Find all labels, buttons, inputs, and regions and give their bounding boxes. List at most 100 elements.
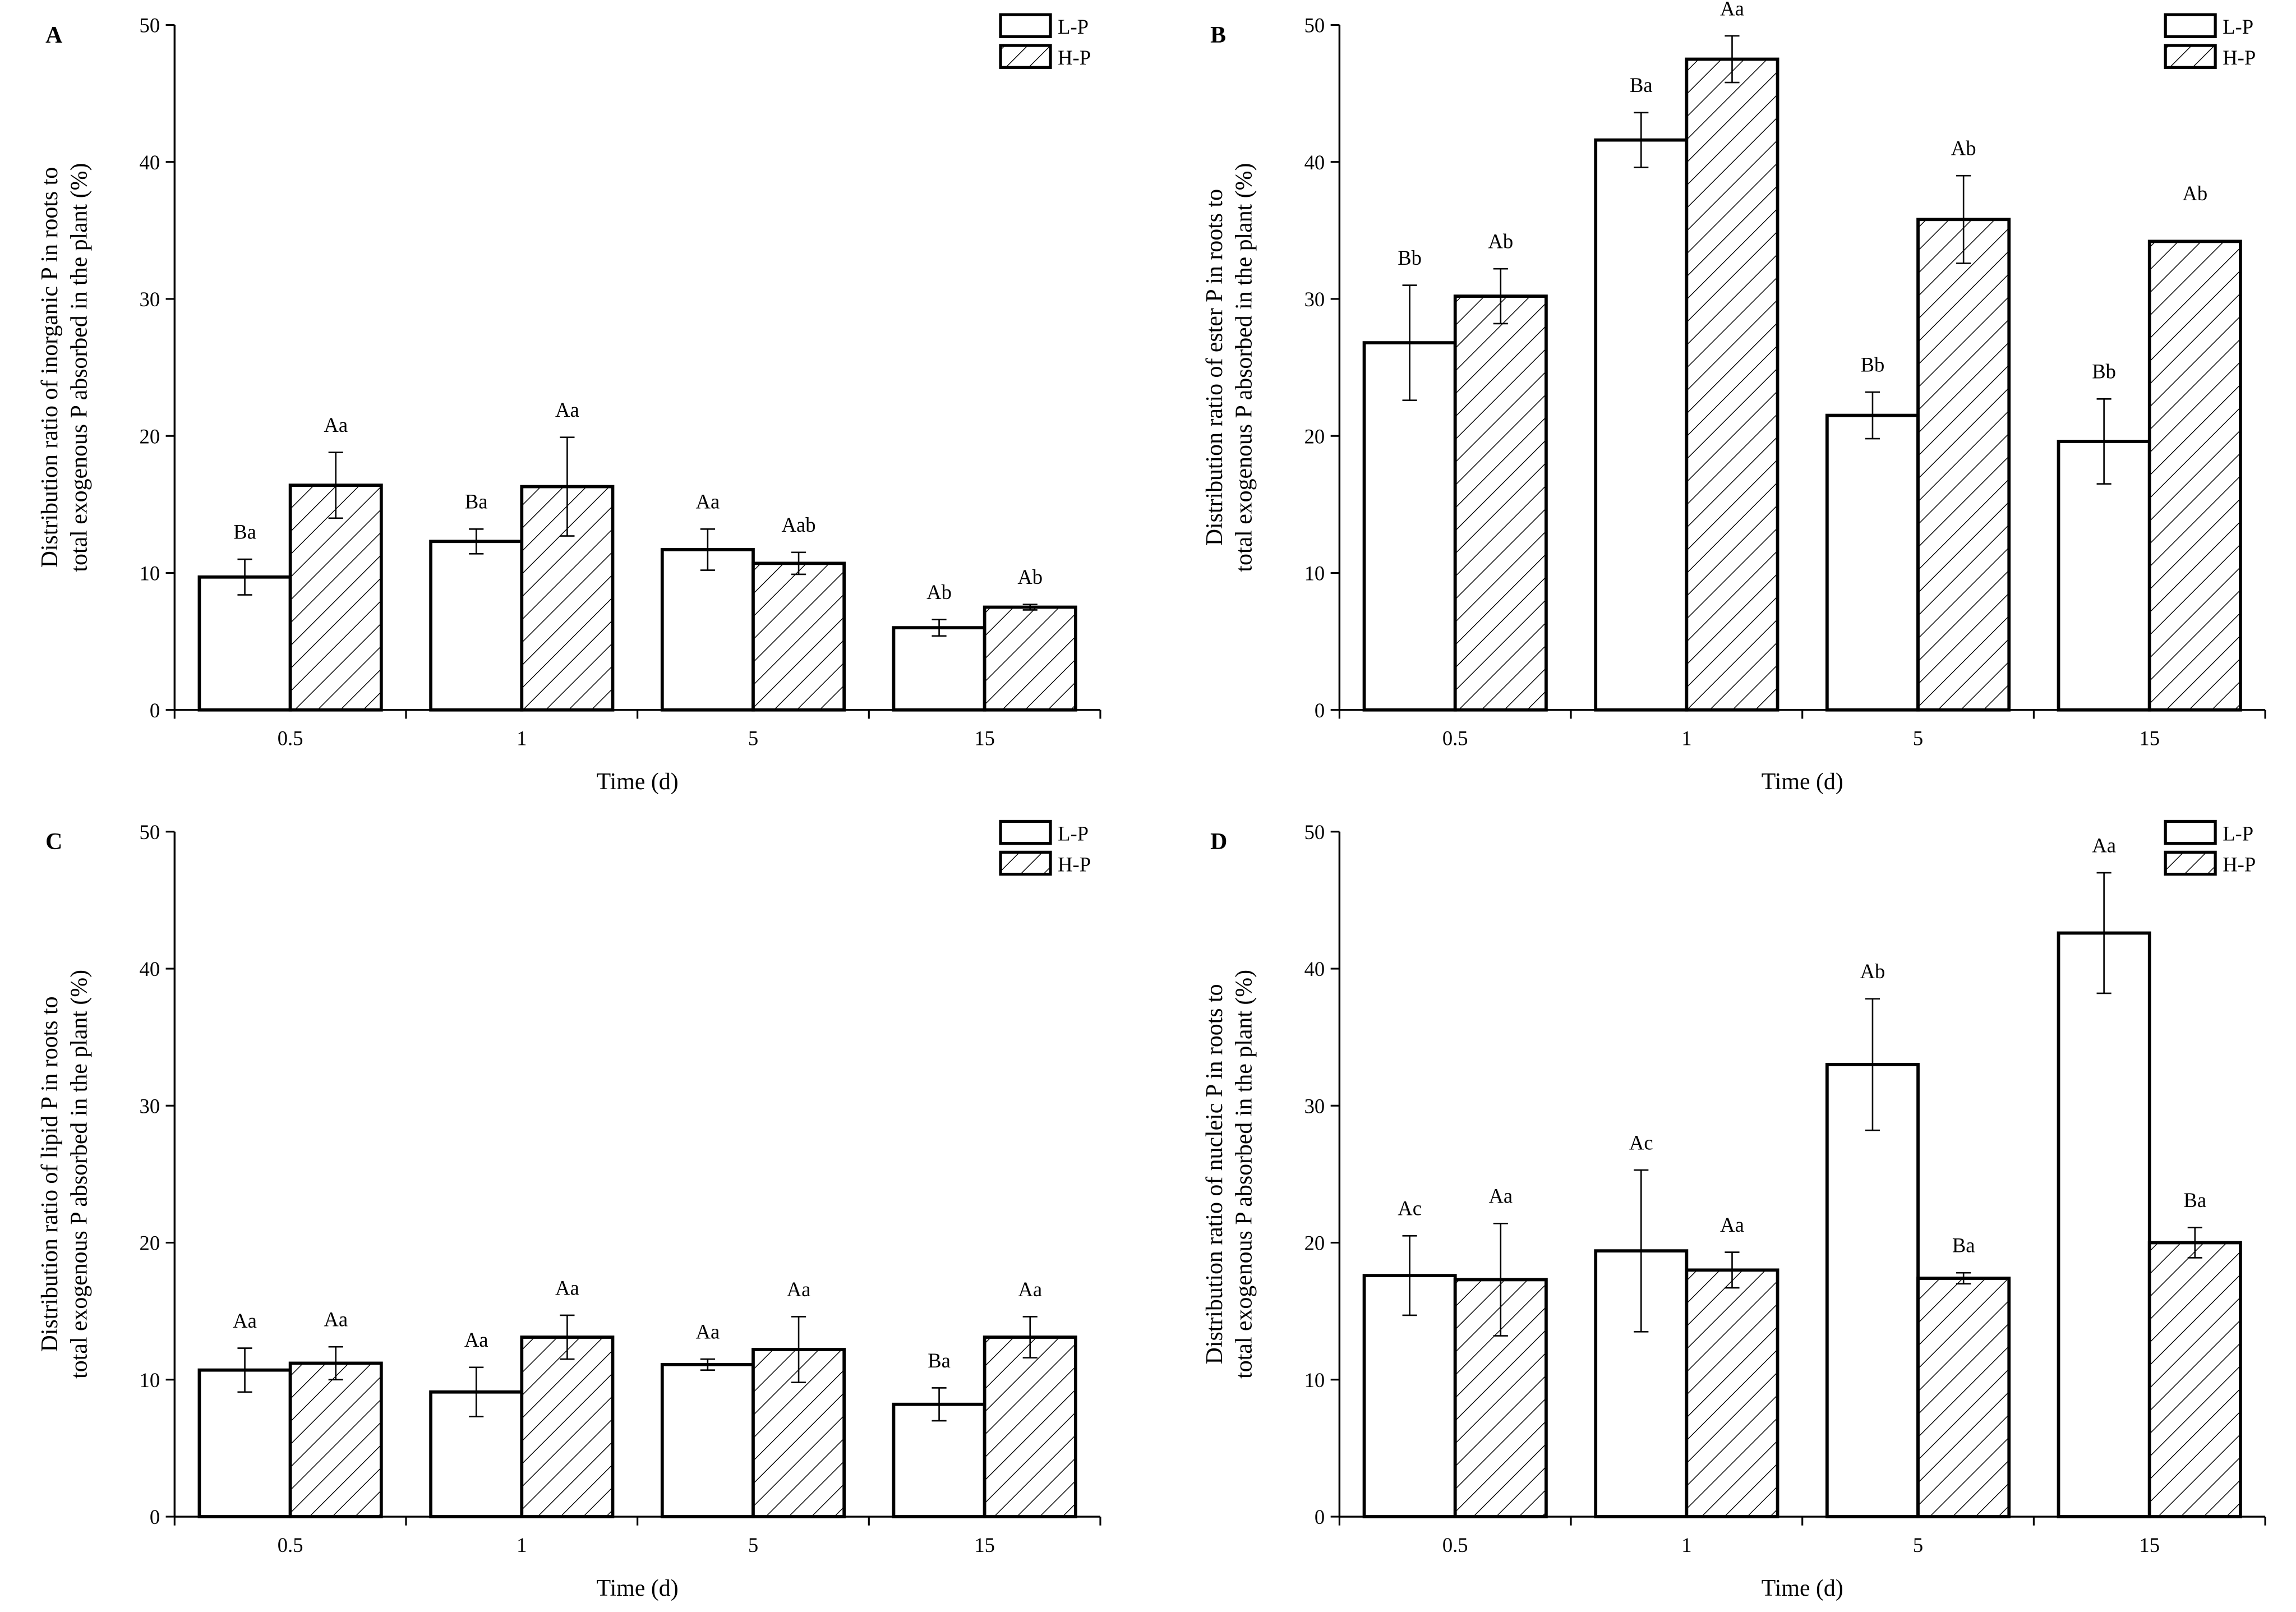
significance-label: Aa (555, 398, 579, 421)
legend-label: H-P (2223, 853, 2256, 876)
y-tick-label: 30 (1304, 288, 1325, 311)
panel-letter: C (45, 829, 62, 855)
y-axis-title-line: total exogenous P absorbed in the plant … (66, 970, 92, 1379)
bar-lp (892, 626, 986, 712)
y-tick-label: 0 (1315, 699, 1325, 722)
x-axis-title: Time (d) (597, 769, 679, 795)
y-axis-title-line: Distribution ratio of lipid P in roots t… (37, 996, 63, 1352)
significance-label: Aa (2092, 833, 2116, 856)
legend-swatch-hp (999, 44, 1052, 69)
legend-swatch-lp (999, 13, 1052, 38)
legend-label: H-P (1058, 853, 1091, 876)
y-tick-label: 50 (1304, 821, 1325, 844)
panel-letter: D (1210, 829, 1227, 855)
y-tick-label: 40 (140, 957, 160, 980)
significance-label: Aa (696, 1320, 720, 1343)
bar-hp (2147, 1241, 2242, 1518)
y-axis-title-line: total exogenous P absorbed in the plant … (66, 163, 92, 572)
y-tick-label: 20 (1304, 1232, 1325, 1255)
y-tick-label: 0 (150, 699, 160, 722)
legend-swatch-hp (999, 850, 1052, 876)
legend-label: L-P (2223, 15, 2253, 38)
legend-swatch-hp (2164, 850, 2217, 876)
x-tick-label: 5 (748, 1533, 758, 1556)
bar-lp (660, 548, 755, 712)
y-axis-title-line: Distribution ratio of nucleic P in roots… (1202, 984, 1228, 1364)
bar-hp (520, 1335, 615, 1518)
legend-label: H-P (1058, 46, 1091, 69)
y-axis-title-line: total exogenous P absorbed in the plant … (1231, 970, 1257, 1379)
bar-hp (288, 1361, 383, 1518)
x-tick-label: 5 (1913, 726, 1923, 749)
significance-label: Ac (1398, 1197, 1422, 1220)
x-tick-label: 0.5 (278, 726, 303, 749)
y-axis-title: Distribution ratio of inorganic P in roo… (37, 163, 92, 572)
significance-label: Aa (555, 1276, 579, 1299)
x-tick-label: 15 (2139, 1533, 2160, 1556)
significance-label: Aa (233, 1309, 257, 1332)
significance-label: Aa (464, 1328, 488, 1351)
x-tick-label: 15 (2139, 726, 2160, 749)
bar-lp (660, 1363, 755, 1518)
significance-label: Ab (1860, 960, 1885, 983)
panel-letter: A (45, 22, 62, 48)
y-tick-label: 40 (1304, 151, 1325, 174)
x-tick-label: 5 (1913, 1533, 1923, 1556)
significance-label: Aa (1720, 0, 1744, 20)
y-axis-title: Distribution ratio of lipid P in roots t… (37, 970, 92, 1379)
x-axis-title: Time (d) (597, 1576, 679, 1601)
y-tick-label: 50 (140, 14, 160, 37)
y-tick-label: 0 (1315, 1505, 1325, 1528)
significance-label: Ba (928, 1349, 951, 1372)
significance-label: Bb (1398, 246, 1422, 269)
bar-hp (1685, 1268, 1779, 1518)
significance-label: Ba (465, 490, 488, 513)
x-tick-label: 0.5 (1442, 726, 1468, 749)
y-tick-label: 30 (140, 288, 160, 311)
y-tick-label: 20 (1304, 425, 1325, 448)
bar-hp (983, 605, 1077, 712)
bar-hp (288, 483, 383, 712)
legend: L-P H-P (999, 13, 1091, 69)
legend-swatch-hp (2164, 44, 2217, 69)
bar-lp (1362, 341, 1457, 712)
y-tick-label: 50 (1304, 14, 1325, 37)
significance-label: Bb (2092, 360, 2116, 383)
y-tick-label: 50 (140, 821, 160, 844)
y-tick-label: 40 (1304, 957, 1325, 980)
x-tick-label: 1 (1681, 726, 1691, 749)
bar-lp (1594, 138, 1689, 712)
y-axis-title-line: Distribution ratio of ester P in roots t… (1202, 189, 1228, 546)
bar-hp (1916, 1277, 2011, 1518)
legend-swatch-lp (999, 819, 1052, 845)
significance-label: Ac (1629, 1131, 1653, 1154)
significance-label: Aa (324, 1308, 348, 1331)
legend: L-P H-P (999, 819, 1091, 876)
y-tick-label: 0 (150, 1505, 160, 1528)
y-tick-label: 10 (1304, 1369, 1325, 1392)
y-tick-label: 30 (140, 1094, 160, 1117)
significance-label: Aa (1720, 1213, 1744, 1236)
bar-hp (1916, 218, 2011, 712)
x-tick-label: 0.5 (278, 1533, 303, 1556)
legend-label: H-P (2223, 46, 2256, 69)
x-tick-label: 5 (748, 726, 758, 749)
significance-label: Ab (1017, 565, 1043, 588)
legend-swatch-lp (2164, 13, 2217, 38)
y-tick-label: 20 (140, 425, 160, 448)
significance-label: Ab (1951, 137, 1976, 160)
y-axis-title-line: Distribution ratio of inorganic P in roo… (37, 167, 63, 568)
y-tick-label: 10 (140, 562, 160, 585)
significance-label: Ab (926, 581, 952, 604)
legend: L-P H-P (2164, 819, 2256, 876)
legend-label: L-P (2223, 822, 2253, 845)
bar-lp (197, 575, 292, 712)
significance-label: Ba (2183, 1189, 2206, 1212)
y-tick-label: 10 (1304, 562, 1325, 585)
bar-lp (2057, 931, 2151, 1518)
y-tick-label: 30 (1304, 1094, 1325, 1117)
significance-label: Ab (1488, 230, 1513, 253)
significance-label: Aa (324, 413, 348, 436)
